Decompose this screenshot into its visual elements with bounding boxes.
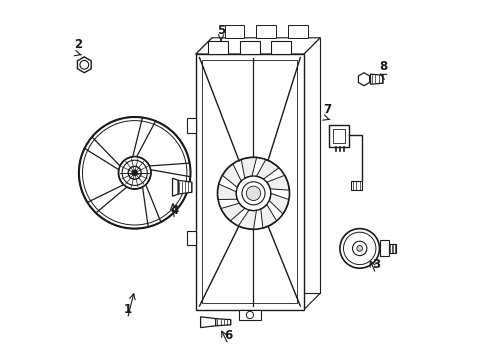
Polygon shape: [145, 170, 190, 222]
Polygon shape: [239, 310, 260, 320]
Polygon shape: [186, 231, 196, 245]
Polygon shape: [96, 187, 148, 229]
Polygon shape: [136, 121, 189, 166]
Polygon shape: [77, 57, 91, 73]
Text: 7: 7: [323, 103, 331, 116]
Polygon shape: [208, 41, 228, 54]
Polygon shape: [387, 244, 395, 253]
Polygon shape: [240, 41, 259, 54]
Polygon shape: [266, 175, 289, 190]
Polygon shape: [215, 319, 230, 326]
Polygon shape: [256, 25, 275, 38]
Polygon shape: [268, 193, 288, 214]
Circle shape: [132, 170, 137, 176]
Circle shape: [246, 186, 260, 201]
Polygon shape: [222, 164, 241, 188]
Polygon shape: [217, 184, 237, 199]
Polygon shape: [196, 54, 303, 310]
Polygon shape: [328, 125, 348, 147]
Polygon shape: [186, 118, 196, 133]
Polygon shape: [287, 25, 307, 38]
Polygon shape: [370, 74, 382, 84]
Polygon shape: [172, 178, 178, 196]
Circle shape: [242, 182, 264, 205]
Polygon shape: [200, 317, 215, 328]
Text: 6: 6: [224, 329, 232, 342]
Polygon shape: [178, 180, 192, 194]
Polygon shape: [260, 204, 276, 228]
Text: 4: 4: [170, 204, 178, 217]
Polygon shape: [238, 210, 256, 229]
Polygon shape: [379, 240, 387, 256]
Polygon shape: [350, 181, 361, 190]
Polygon shape: [256, 159, 278, 179]
Polygon shape: [221, 203, 244, 221]
Polygon shape: [271, 41, 291, 54]
Text: 1: 1: [123, 303, 131, 316]
Polygon shape: [92, 117, 142, 166]
Polygon shape: [79, 148, 123, 202]
Text: 2: 2: [74, 39, 82, 51]
Polygon shape: [212, 38, 320, 293]
Polygon shape: [224, 25, 244, 38]
Polygon shape: [196, 38, 320, 54]
Text: 3: 3: [371, 258, 379, 271]
Polygon shape: [241, 157, 256, 178]
Polygon shape: [358, 73, 369, 86]
Text: 5: 5: [217, 24, 225, 37]
Text: 8: 8: [378, 60, 386, 73]
Circle shape: [356, 246, 362, 251]
